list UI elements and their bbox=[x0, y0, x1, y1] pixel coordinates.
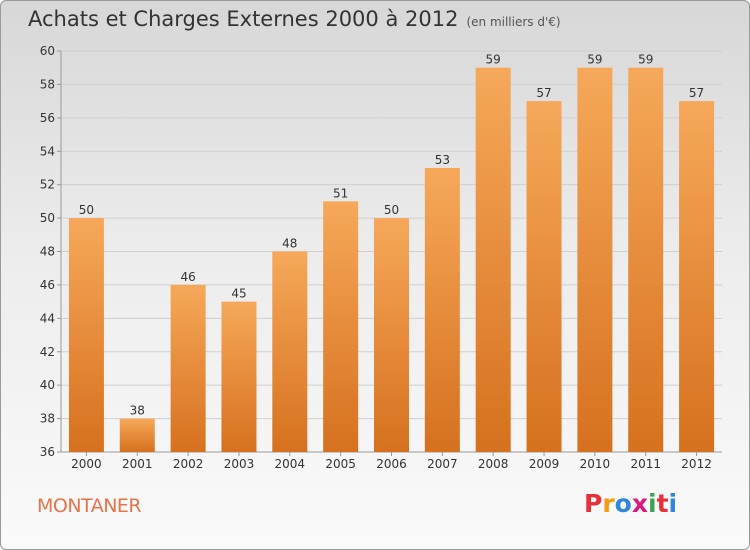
proxiti-logo[interactable]: Proxiti bbox=[584, 489, 677, 518]
data-label-2001: 38 bbox=[130, 404, 145, 418]
data-label-2011: 59 bbox=[638, 53, 653, 67]
bar-2002 bbox=[170, 284, 206, 452]
x-tick-label: 2001 bbox=[122, 457, 153, 471]
logo-letter: x bbox=[631, 489, 648, 518]
bar-2008 bbox=[475, 67, 511, 452]
logo-letter: o bbox=[614, 489, 632, 518]
data-label-2005: 51 bbox=[333, 186, 348, 200]
x-tick-label: 2011 bbox=[630, 457, 661, 471]
axes: 36 38 40 42 44 46 48 50 52 54 56 58 60 2000 2001 2002 20… bbox=[40, 44, 722, 471]
x-tick-label: 2005 bbox=[325, 457, 356, 471]
data-label-2006: 50 bbox=[384, 203, 399, 217]
data-label-2003: 45 bbox=[231, 287, 246, 301]
y-tick-label: 44 bbox=[40, 311, 55, 325]
y-tick-label: 50 bbox=[40, 211, 55, 225]
y-tick-label: 54 bbox=[40, 144, 55, 158]
bar-2006 bbox=[374, 218, 409, 452]
data-label-2004: 48 bbox=[282, 237, 297, 251]
y-tick-label: 38 bbox=[40, 412, 55, 426]
logo-letter: t bbox=[656, 489, 669, 518]
data-label-2012: 57 bbox=[689, 86, 704, 100]
logo-letter: i bbox=[668, 489, 678, 518]
y-tick-label: 40 bbox=[40, 378, 55, 392]
y-tick-label: 60 bbox=[40, 44, 55, 58]
data-label-2002: 46 bbox=[180, 270, 195, 284]
bar-2000 bbox=[68, 218, 104, 452]
logo-letter: i bbox=[648, 489, 657, 518]
data-label-2009: 57 bbox=[536, 86, 551, 100]
logo-letter: r bbox=[602, 489, 615, 518]
logo-letter: P bbox=[584, 489, 603, 518]
x-tick-label: 2008 bbox=[478, 457, 509, 471]
bar-2009 bbox=[526, 101, 562, 452]
commune-name: MONTANER bbox=[37, 495, 142, 517]
y-tick-label: 46 bbox=[40, 278, 55, 292]
y-tick-label: 58 bbox=[40, 77, 55, 91]
data-label-2008: 59 bbox=[486, 53, 501, 67]
data-label-2010: 59 bbox=[587, 53, 602, 67]
data-label-2000: 50 bbox=[79, 203, 94, 217]
bar-2010 bbox=[577, 67, 613, 452]
chart-title-text: Achats et Charges Externes 2000 à 2012 bbox=[28, 7, 459, 31]
x-tick-label: 2002 bbox=[173, 457, 204, 471]
bar-2005 bbox=[323, 201, 359, 452]
y-tick-label: 42 bbox=[40, 345, 55, 359]
bar-2012 bbox=[679, 101, 715, 452]
y-tick-label: 36 bbox=[40, 445, 55, 459]
x-tick-label: 2004 bbox=[275, 457, 306, 471]
x-tick-label: 2012 bbox=[681, 457, 712, 471]
x-tick-label: 2006 bbox=[376, 457, 407, 471]
bar-2004 bbox=[272, 251, 308, 452]
x-tick-label: 2009 bbox=[529, 457, 560, 471]
data-labels: 50 38 46 45 48 51 50 53 59 57 59 59 57 bbox=[79, 53, 704, 418]
y-tick-label: 56 bbox=[40, 111, 55, 125]
bar-2001 bbox=[119, 418, 155, 452]
x-tick-label: 2003 bbox=[224, 457, 255, 471]
chart-title: Achats et Charges Externes 2000 à 2012 (e… bbox=[28, 7, 561, 31]
bar-2003 bbox=[221, 301, 257, 452]
bar-2011 bbox=[628, 67, 664, 452]
x-tick-label: 2000 bbox=[71, 457, 102, 471]
bars bbox=[68, 67, 715, 453]
y-tick-label: 52 bbox=[40, 178, 55, 192]
chart-unit: (en milliers d'€) bbox=[466, 15, 561, 29]
x-tick-label: 2007 bbox=[427, 457, 458, 471]
data-label-2007: 53 bbox=[435, 153, 450, 167]
x-tick-label: 2010 bbox=[580, 457, 611, 471]
bar-2007 bbox=[424, 167, 460, 453]
y-tick-label: 48 bbox=[40, 245, 55, 259]
